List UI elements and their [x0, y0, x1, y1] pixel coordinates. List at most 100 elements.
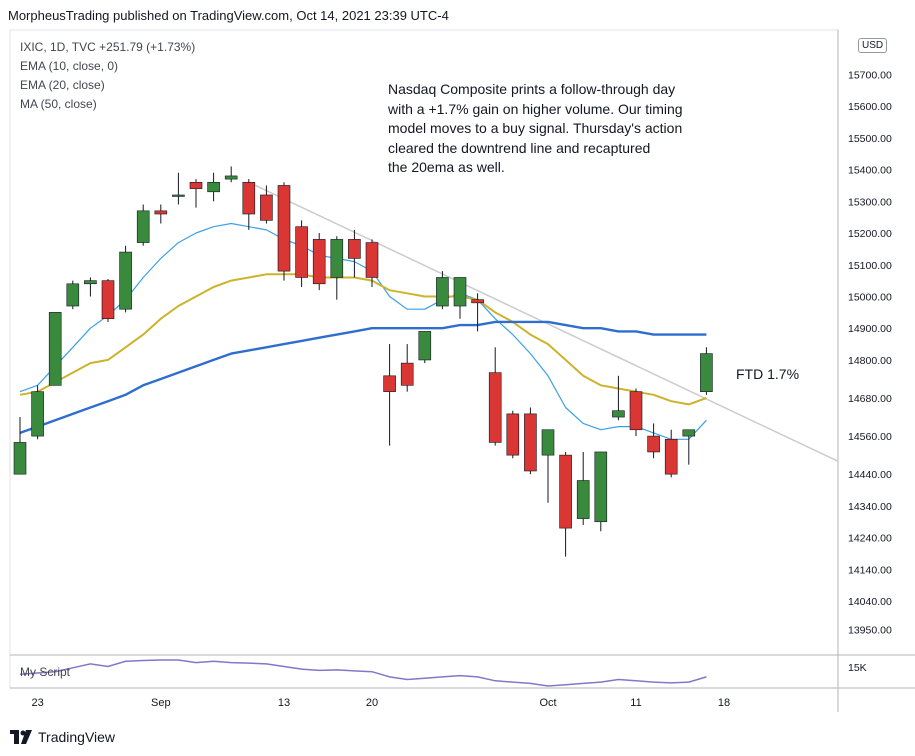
- candle: [541, 429, 555, 503]
- candle: [242, 179, 256, 230]
- candle-body: [664, 438, 678, 475]
- candle: [559, 451, 572, 557]
- y-tick-label: 15500.00: [848, 133, 892, 145]
- candle: [647, 423, 660, 459]
- x-tick-label: 11: [630, 697, 641, 709]
- ftd-label: FTD 1.7%: [736, 366, 800, 382]
- candle: [154, 204, 168, 224]
- candle: [224, 166, 238, 183]
- y-tick-label: 15300.00: [848, 196, 892, 208]
- candle-body: [682, 429, 696, 437]
- candle: [101, 279, 115, 322]
- candle: [260, 185, 273, 224]
- candle-body: [84, 280, 97, 285]
- candle: [312, 233, 326, 291]
- candle-body: [295, 226, 308, 278]
- annotation-line: the 20ema as well.: [388, 159, 505, 175]
- x-tick-label: 20: [366, 697, 378, 709]
- y-tick-label: 14900.00: [848, 323, 892, 335]
- candle-body: [400, 362, 414, 386]
- candle: [383, 344, 396, 446]
- candle: [277, 182, 291, 281]
- moving-average-lines: [19, 222, 707, 440]
- candle-body: [277, 185, 291, 272]
- candle: [594, 451, 608, 532]
- candle-body: [224, 175, 238, 180]
- candle-body: [260, 194, 273, 221]
- candles: [13, 166, 713, 557]
- y-tick-label: 15400.00: [848, 165, 892, 177]
- candle: [418, 331, 432, 364]
- candle: [524, 407, 537, 475]
- candle-body: [541, 429, 555, 456]
- candle: [488, 347, 502, 446]
- y-tick-label: 15200.00: [848, 228, 892, 240]
- candle: [612, 375, 625, 421]
- annotation-line: model moves to a buy signal. Thursday's …: [388, 120, 683, 136]
- candle: [330, 236, 344, 300]
- tradingview-logo-icon: [10, 730, 32, 744]
- candle: [31, 385, 44, 440]
- script-pane: 15K: [19, 659, 867, 687]
- indicator-legend: IXIC, 1D, TVC +251.79 (+1.73%) EMA (10, …: [20, 38, 195, 114]
- x-tick-label: Oct: [539, 697, 556, 709]
- candle-body: [119, 251, 132, 310]
- candle: [13, 417, 27, 475]
- candle: [66, 280, 80, 310]
- y-tick-label: 14240.00: [848, 533, 892, 545]
- candle-body: [48, 312, 62, 386]
- candle: [471, 293, 484, 332]
- candle: [48, 312, 62, 386]
- candle: [136, 204, 150, 246]
- y-tick-label: 15100.00: [848, 260, 892, 272]
- candle-body: [559, 454, 572, 529]
- currency-badge[interactable]: USD: [858, 38, 888, 53]
- symbol-line[interactable]: IXIC, 1D, TVC +251.79 (+1.73%): [20, 40, 196, 54]
- x-tick-label: 13: [278, 697, 290, 709]
- candle-body: [629, 391, 643, 431]
- candle-body: [189, 181, 203, 189]
- candle-body: [136, 210, 150, 243]
- candle: [506, 410, 520, 459]
- ema20-legend[interactable]: EMA (20, close): [20, 78, 105, 92]
- annotation-line: with a +1.7% gain on higher volume. Our …: [388, 100, 683, 117]
- ema10-legend[interactable]: EMA (10, close, 0): [20, 59, 119, 73]
- publish-header: MorpheusTrading published on TradingView…: [8, 8, 449, 23]
- ma50-legend[interactable]: MA (50, close): [20, 97, 97, 111]
- candle: [453, 277, 467, 319]
- ema20-line: [19, 273, 707, 406]
- candle-body: [330, 239, 344, 278]
- candle-body: [31, 391, 44, 437]
- script-line: [19, 659, 707, 687]
- time-axis: 23 Sep 13 20 Oct 11 18: [31, 697, 730, 709]
- candle: [664, 429, 678, 478]
- annotation-line: cleared the downtrend line and recapture…: [388, 139, 651, 156]
- script-label[interactable]: My Script: [20, 665, 71, 679]
- candle: [365, 239, 379, 287]
- candle-body: [348, 239, 361, 259]
- candle-body: [172, 194, 185, 197]
- candle: [295, 220, 308, 287]
- candle: [682, 429, 696, 465]
- candle: [84, 277, 97, 297]
- y-tick-label: 15700.00: [848, 69, 892, 81]
- footer-brand[interactable]: TradingView: [10, 729, 115, 745]
- candle: [119, 245, 132, 313]
- footer-brand-text: TradingView: [38, 729, 116, 745]
- y-tick-label: 15600.00: [848, 101, 892, 113]
- candle: [172, 172, 185, 205]
- y-tick-label: 14800.00: [848, 355, 892, 367]
- y-tick-label: 15000.00: [848, 291, 892, 303]
- candle-body: [436, 277, 449, 307]
- candle-body: [700, 353, 713, 392]
- candle-body: [506, 413, 520, 456]
- price-axis: 15700.00 15600.00 15500.00 15400.00 15300.00…: [9, 29, 915, 712]
- candle: [436, 271, 449, 310]
- candle: [576, 451, 590, 525]
- y-tick-label: 14140.00: [848, 564, 892, 576]
- candle: [207, 172, 220, 202]
- candle-body: [101, 280, 115, 320]
- y-tick-label: 14040.00: [848, 596, 892, 608]
- candle: [700, 347, 713, 395]
